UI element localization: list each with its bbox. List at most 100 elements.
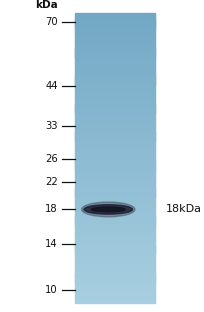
Text: 18kDa: 18kDa (165, 204, 201, 214)
Bar (74, 295, 154, 296)
Bar (74, 190, 154, 192)
Bar (74, 111, 154, 113)
Bar (74, 186, 154, 187)
Bar (74, 231, 154, 232)
Bar (74, 121, 154, 122)
Bar (74, 42, 154, 43)
Bar (74, 95, 154, 96)
Bar (74, 226, 154, 227)
Bar (74, 24, 154, 26)
Bar (74, 270, 154, 271)
Bar (74, 82, 154, 84)
Bar (74, 133, 154, 134)
Bar (74, 161, 154, 163)
Bar (74, 204, 154, 205)
Bar (74, 55, 154, 56)
Bar (74, 262, 154, 263)
Bar (74, 285, 154, 286)
Bar (74, 282, 154, 283)
Bar (74, 172, 154, 173)
Bar (74, 25, 154, 27)
Bar (74, 15, 154, 16)
Bar (74, 240, 154, 241)
Bar (74, 286, 154, 287)
Bar (74, 160, 154, 162)
Bar (74, 114, 154, 115)
Bar (74, 293, 154, 294)
Bar (74, 81, 154, 83)
Bar (74, 251, 154, 252)
Bar (74, 97, 154, 98)
Bar (74, 245, 154, 246)
Bar (74, 249, 154, 251)
Bar (74, 216, 154, 217)
Bar (74, 279, 154, 280)
Bar (74, 118, 154, 119)
Bar (74, 28, 154, 29)
Bar (74, 96, 154, 97)
Bar (74, 296, 154, 297)
Text: 44: 44 (45, 81, 58, 91)
Bar (74, 158, 154, 160)
Bar (74, 89, 154, 90)
Bar (74, 138, 154, 139)
Bar (74, 16, 154, 17)
Bar (74, 212, 154, 213)
Bar (74, 110, 154, 112)
Bar (74, 230, 154, 231)
Bar (74, 65, 154, 66)
Bar (74, 71, 154, 72)
Bar (74, 195, 154, 197)
Bar (74, 275, 154, 277)
Bar (74, 214, 154, 215)
Bar (74, 40, 154, 41)
Bar (74, 19, 154, 21)
Bar (74, 106, 154, 108)
Bar (74, 31, 154, 32)
Bar (74, 86, 154, 87)
Bar (74, 184, 154, 185)
Bar (74, 188, 154, 189)
Bar (74, 18, 154, 20)
Bar (74, 299, 154, 300)
Bar (74, 174, 154, 175)
Bar (74, 171, 154, 173)
Bar (74, 52, 154, 54)
Bar (74, 113, 154, 115)
Bar (74, 152, 154, 153)
Bar (74, 300, 154, 302)
Bar (74, 272, 154, 274)
Bar (74, 155, 154, 156)
Bar (74, 246, 154, 247)
Bar (74, 128, 154, 129)
Bar (74, 227, 154, 228)
Bar (74, 241, 154, 243)
Bar (74, 271, 154, 272)
Bar (74, 168, 154, 169)
Bar (74, 126, 154, 127)
Bar (74, 235, 154, 236)
Bar (74, 289, 154, 290)
Bar (74, 62, 154, 63)
Bar (74, 91, 154, 92)
Bar (74, 221, 154, 222)
Bar (74, 136, 154, 138)
Bar (74, 156, 154, 157)
Bar (74, 202, 154, 203)
Bar (74, 36, 154, 37)
Bar (74, 269, 154, 270)
Bar (74, 187, 154, 188)
Bar (74, 17, 154, 19)
Bar (74, 193, 154, 194)
Bar (74, 217, 154, 218)
Bar (74, 222, 154, 224)
Text: 33: 33 (45, 121, 58, 131)
Bar (74, 266, 154, 267)
Bar (74, 275, 154, 276)
Bar (74, 122, 154, 123)
Bar (74, 124, 154, 125)
Bar (74, 64, 154, 65)
Bar (74, 157, 154, 158)
Bar (74, 284, 154, 285)
Bar (74, 80, 154, 82)
